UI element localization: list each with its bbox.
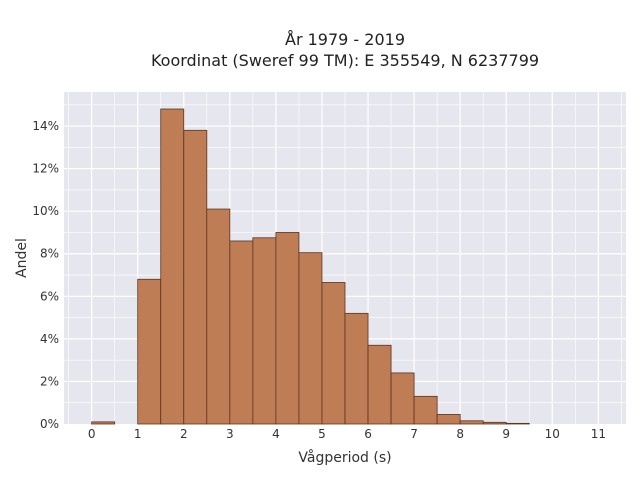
x-tick-label: 5 xyxy=(318,427,326,441)
histogram-bar xyxy=(275,232,300,425)
x-tick-label: 11 xyxy=(591,427,606,441)
histogram-bar xyxy=(459,420,484,425)
y-ticks: 0% 2% 4% 6% 8% 10% 12% 14% xyxy=(32,119,59,431)
x-tick-label: 1 xyxy=(134,427,142,441)
y-tick-label: 10% xyxy=(32,204,59,218)
histogram-bar xyxy=(436,414,461,425)
histogram-bar xyxy=(344,312,369,425)
histogram-bar xyxy=(91,421,116,425)
chart-title-line-2: Koordinat (Sweref 99 TM): E 355549, N 62… xyxy=(151,51,539,70)
histogram-bar xyxy=(160,108,185,425)
x-tick-label: 7 xyxy=(410,427,418,441)
y-tick-label: 4% xyxy=(40,332,59,346)
y-tick-label: 12% xyxy=(32,162,59,176)
x-tick-label: 4 xyxy=(272,427,280,441)
y-tick-label: 0% xyxy=(40,417,59,431)
x-tick-label: 8 xyxy=(456,427,464,441)
y-tick-label: 6% xyxy=(40,289,59,303)
histogram-bar xyxy=(252,237,277,425)
x-ticks: 0 1 2 3 4 5 6 7 8 9 10 11 xyxy=(88,427,606,441)
histogram-bar xyxy=(413,395,438,425)
histogram-bar xyxy=(482,421,507,425)
x-tick-label: 0 xyxy=(88,427,96,441)
chart-title-line-1: År 1979 - 2019 xyxy=(285,30,405,49)
x-tick-label: 3 xyxy=(226,427,234,441)
y-axis-label: Andel xyxy=(14,238,30,278)
x-axis-label: Vågperiod (s) xyxy=(298,449,391,466)
y-tick-label: 14% xyxy=(32,119,59,133)
histogram-bar xyxy=(367,344,392,425)
histogram-bar xyxy=(229,240,254,425)
histogram-bar xyxy=(206,208,231,425)
y-tick-label: 2% xyxy=(40,374,59,388)
histogram-bar xyxy=(298,252,323,425)
bars xyxy=(91,108,530,425)
x-tick-label: 6 xyxy=(364,427,372,441)
x-tick-label: 9 xyxy=(502,427,510,441)
y-tick-label: 8% xyxy=(40,247,59,261)
histogram-bar xyxy=(505,422,530,425)
histogram-bar xyxy=(183,129,208,425)
histogram-bar xyxy=(137,278,162,425)
histogram-bar xyxy=(390,372,415,425)
x-tick-label: 2 xyxy=(180,427,188,441)
x-tick-label: 10 xyxy=(545,427,560,441)
histogram-bar xyxy=(321,282,346,425)
